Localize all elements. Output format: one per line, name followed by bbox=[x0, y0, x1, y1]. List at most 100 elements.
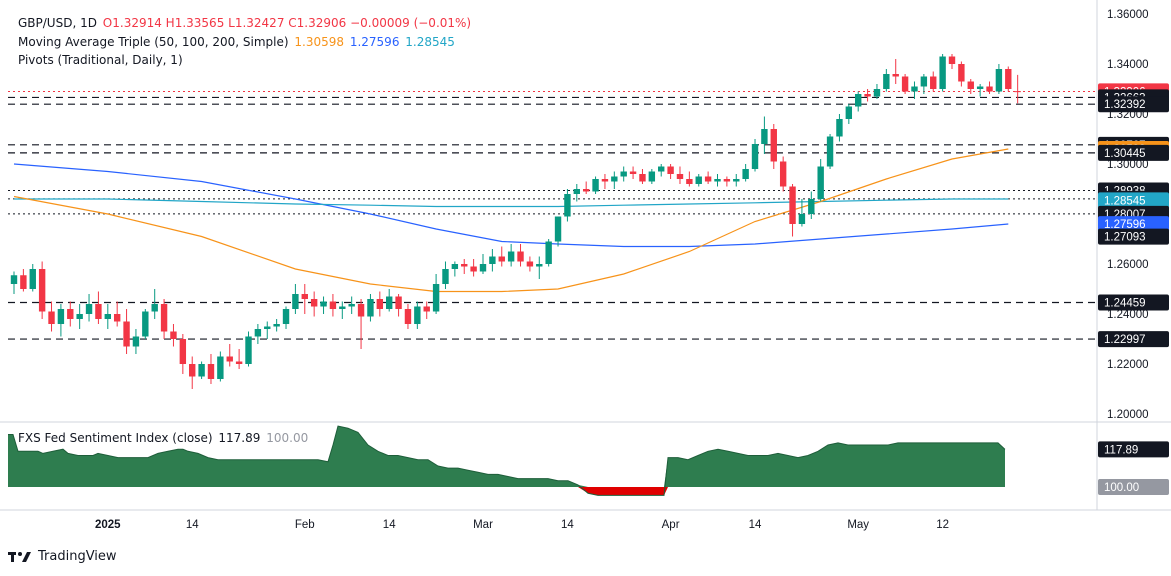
candle-body bbox=[217, 356, 224, 379]
candle bbox=[189, 356, 196, 389]
candle-body bbox=[85, 304, 93, 314]
candle-body bbox=[948, 56, 956, 64]
candle-body bbox=[95, 304, 102, 319]
candle-body bbox=[414, 306, 421, 324]
candle-body bbox=[526, 261, 534, 267]
candle-body bbox=[723, 179, 731, 182]
candle-body bbox=[629, 171, 637, 174]
candle-body bbox=[179, 339, 187, 364]
candle-body bbox=[432, 284, 440, 312]
candle-body bbox=[67, 309, 74, 319]
time-axis-tick: May bbox=[847, 519, 869, 531]
candle bbox=[217, 351, 224, 382]
candle bbox=[348, 296, 355, 314]
candle bbox=[611, 171, 618, 189]
candle bbox=[395, 294, 402, 317]
candle bbox=[798, 199, 806, 227]
candle bbox=[883, 69, 890, 92]
candle-body bbox=[667, 166, 674, 174]
sentiment-title[interactable]: FXS Fed Sentiment Index (close) bbox=[18, 431, 213, 445]
brand-name: TradingView bbox=[38, 549, 117, 564]
candle-body bbox=[395, 296, 402, 309]
time-axis-tick: 14 bbox=[383, 519, 396, 531]
candle bbox=[648, 169, 656, 184]
candle bbox=[404, 304, 412, 329]
candle bbox=[901, 74, 909, 94]
candle-body bbox=[348, 304, 355, 307]
candle bbox=[1014, 74, 1021, 104]
candle-body bbox=[320, 301, 327, 307]
candle bbox=[967, 79, 974, 94]
sentiment-legend: FXS Fed Sentiment Index (close) 117.89 1… bbox=[18, 431, 310, 445]
candle bbox=[226, 344, 233, 367]
ohlc-values: O1.32914 H1.33565 L1.32427 C1.32906 −0.0… bbox=[102, 16, 472, 30]
candle bbox=[198, 361, 205, 379]
candle-body bbox=[751, 144, 759, 169]
price-label-text: 1.22997 bbox=[1104, 334, 1146, 346]
candle-body bbox=[170, 331, 177, 339]
candle-body bbox=[995, 69, 1003, 92]
candle bbox=[770, 124, 777, 169]
symbol-title[interactable]: GBP/USD, 1D bbox=[18, 16, 97, 30]
candle bbox=[170, 324, 177, 347]
price-label-text: 1.28545 bbox=[1104, 195, 1146, 207]
tradingview-brand[interactable]: TradingView bbox=[8, 549, 117, 564]
tradingview-logo-icon bbox=[8, 551, 31, 562]
candle-body bbox=[38, 269, 46, 312]
sentiment-label: 117.89 bbox=[1098, 441, 1169, 458]
candle-body bbox=[198, 364, 205, 377]
price-axis-ticks: 1.360001.340001.320001.300001.280001.260… bbox=[1107, 9, 1149, 421]
candle-body bbox=[245, 336, 252, 364]
candle-body bbox=[29, 269, 36, 289]
ma50-line bbox=[13, 148, 1009, 293]
candle-body bbox=[470, 266, 477, 272]
price-label: 1.27093 bbox=[1098, 228, 1169, 245]
candle-body bbox=[592, 179, 599, 192]
sentiment-label: 100.00 bbox=[1098, 479, 1169, 495]
candle bbox=[536, 256, 543, 279]
price-axis-tick: 1.36000 bbox=[1107, 9, 1149, 21]
candle-body bbox=[779, 161, 787, 187]
candle bbox=[658, 164, 665, 177]
candle-body bbox=[489, 256, 496, 264]
price-label: 1.24459 bbox=[1098, 294, 1169, 311]
candle bbox=[104, 304, 111, 329]
candle-body bbox=[601, 179, 609, 182]
candle bbox=[160, 299, 168, 339]
sentiment-baseline: 100.00 bbox=[266, 431, 309, 445]
candle-body bbox=[761, 129, 768, 144]
candle-body bbox=[160, 304, 168, 332]
price-label-bg bbox=[1098, 192, 1169, 209]
candle bbox=[113, 301, 121, 327]
candle-body bbox=[310, 299, 318, 307]
candle bbox=[151, 289, 158, 319]
candle bbox=[292, 284, 299, 314]
candle-body bbox=[901, 76, 909, 92]
price-label-text: 1.27093 bbox=[1104, 232, 1146, 244]
time-axis-tick: 2025 bbox=[95, 519, 121, 531]
candle bbox=[414, 301, 421, 329]
candle-body bbox=[686, 179, 693, 184]
sentiment-positive-area bbox=[8, 426, 1005, 487]
candle bbox=[376, 291, 384, 317]
candle bbox=[639, 169, 646, 184]
candle bbox=[723, 176, 731, 187]
candle-body bbox=[123, 321, 130, 347]
candle bbox=[779, 156, 787, 192]
candle-body bbox=[930, 76, 937, 89]
ma-title[interactable]: Moving Average Triple (50, 100, 200, Sim… bbox=[18, 35, 289, 49]
pivots-title[interactable]: Pivots (Traditional, Daily, 1) bbox=[18, 53, 183, 67]
candle-body bbox=[911, 86, 918, 92]
price-label: 1.22997 bbox=[1098, 331, 1169, 348]
candle bbox=[442, 261, 449, 289]
candle-body bbox=[273, 324, 280, 327]
candle bbox=[142, 309, 149, 339]
candle-body bbox=[545, 241, 552, 264]
sentiment-labels: 117.89 100.00 bbox=[1098, 441, 1169, 495]
sentiment-label-bg bbox=[1098, 441, 1169, 458]
candle-body bbox=[976, 86, 984, 89]
candle bbox=[836, 114, 843, 142]
candle bbox=[948, 54, 956, 69]
price-label-bg bbox=[1098, 216, 1169, 233]
